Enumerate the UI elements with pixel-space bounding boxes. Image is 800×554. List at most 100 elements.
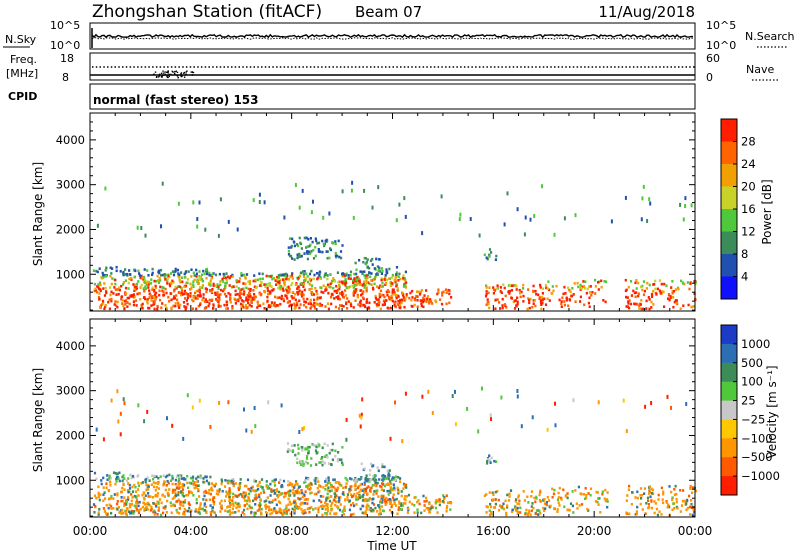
data-cell bbox=[352, 501, 355, 505]
data-cell bbox=[222, 272, 225, 276]
data-cell bbox=[258, 200, 261, 204]
data-cell bbox=[441, 291, 444, 294]
data-cell bbox=[127, 510, 131, 513]
data-cell bbox=[297, 276, 300, 280]
data-cell bbox=[359, 483, 362, 486]
noise-left-tick-top: 10^5 bbox=[50, 19, 80, 32]
data-cell bbox=[402, 274, 405, 277]
data-cell bbox=[291, 507, 294, 511]
data-cell bbox=[206, 269, 209, 273]
data-cell bbox=[382, 477, 385, 480]
data-cell bbox=[370, 283, 373, 286]
data-cell bbox=[400, 507, 403, 511]
data-cell bbox=[177, 201, 180, 206]
data-cell bbox=[246, 293, 249, 297]
data-cell bbox=[508, 292, 511, 295]
data-cell bbox=[325, 454, 328, 457]
data-cell bbox=[339, 503, 342, 506]
data-cell bbox=[214, 273, 218, 277]
data-cell bbox=[689, 487, 692, 490]
data-cell bbox=[570, 294, 574, 298]
data-cell bbox=[356, 282, 359, 286]
data-cell bbox=[402, 294, 405, 297]
data-cell bbox=[134, 485, 137, 489]
data-cell bbox=[256, 300, 259, 304]
data-cell bbox=[122, 283, 125, 286]
data-cell bbox=[332, 485, 335, 489]
data-cell bbox=[283, 273, 286, 276]
data-cell bbox=[528, 511, 531, 515]
data-cell bbox=[295, 282, 298, 285]
data-cell bbox=[110, 299, 113, 303]
data-cell bbox=[144, 297, 147, 301]
data-cell bbox=[447, 288, 450, 292]
data-cell bbox=[192, 200, 195, 205]
data-cell bbox=[180, 291, 183, 295]
data-cell bbox=[164, 507, 167, 510]
data-cell bbox=[388, 267, 391, 271]
data-cell bbox=[337, 486, 340, 490]
data-cell bbox=[94, 287, 97, 291]
data-cell bbox=[556, 508, 559, 511]
data-cell bbox=[399, 301, 402, 304]
data-cell bbox=[183, 483, 186, 487]
data-cell bbox=[560, 498, 563, 501]
data-cell bbox=[350, 477, 353, 481]
data-cell bbox=[641, 284, 644, 288]
data-cell bbox=[168, 300, 171, 303]
data-cell bbox=[174, 269, 177, 273]
data-cell bbox=[193, 481, 196, 484]
data-cell bbox=[280, 484, 283, 487]
data-cell bbox=[151, 286, 154, 289]
data-cell bbox=[125, 501, 128, 505]
data-cell bbox=[569, 502, 573, 505]
data-cell bbox=[385, 483, 388, 486]
data-cell bbox=[182, 504, 185, 507]
data-cell bbox=[321, 463, 324, 467]
data-cell bbox=[688, 505, 692, 509]
data-cell bbox=[357, 478, 360, 481]
data-cell bbox=[380, 272, 383, 275]
data-cell bbox=[185, 494, 188, 497]
data-cell bbox=[353, 289, 356, 293]
data-cell bbox=[306, 487, 309, 490]
data-cell bbox=[105, 482, 108, 485]
data-cell bbox=[671, 496, 674, 499]
data-cell bbox=[286, 450, 289, 453]
data-cell bbox=[307, 449, 310, 453]
data-cell bbox=[363, 274, 366, 277]
data-cell bbox=[326, 283, 330, 287]
data-cell bbox=[173, 496, 176, 499]
data-cell bbox=[267, 274, 271, 278]
data-cell bbox=[363, 467, 366, 471]
data-cell bbox=[154, 493, 157, 497]
data-cell bbox=[197, 508, 200, 511]
data-cell bbox=[149, 282, 153, 285]
data-cell bbox=[237, 299, 240, 303]
data-cell bbox=[567, 286, 570, 290]
data-cell bbox=[331, 458, 334, 462]
data-cell bbox=[115, 304, 118, 308]
y-tick-label: 1000 bbox=[56, 267, 85, 281]
data-cell bbox=[373, 474, 376, 477]
data-cell bbox=[192, 280, 195, 283]
data-cell bbox=[564, 292, 567, 295]
data-cell bbox=[252, 489, 255, 492]
noise-search-label: N.Search bbox=[745, 30, 795, 43]
data-cell bbox=[364, 497, 367, 501]
data-cell bbox=[282, 299, 286, 303]
data-cell bbox=[274, 489, 277, 492]
data-cell bbox=[97, 511, 100, 514]
data-cell bbox=[98, 297, 101, 301]
data-cell bbox=[365, 288, 368, 292]
data-cell bbox=[558, 298, 561, 302]
data-cell bbox=[270, 490, 273, 493]
data-cell bbox=[116, 288, 119, 291]
data-cell bbox=[431, 506, 434, 509]
data-cell bbox=[484, 294, 488, 298]
data-cell bbox=[376, 273, 379, 276]
data-cell bbox=[271, 500, 274, 504]
data-cell bbox=[252, 279, 255, 283]
data-cell bbox=[345, 417, 348, 422]
data-cell bbox=[166, 277, 169, 280]
